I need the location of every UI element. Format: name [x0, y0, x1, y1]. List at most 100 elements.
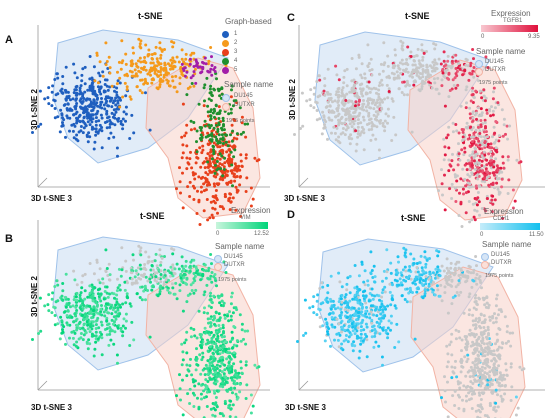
cell-point: [181, 378, 184, 382]
cell-point: [138, 56, 142, 60]
cell-point: [217, 318, 221, 322]
cell-point: [100, 129, 104, 133]
cell-point: [478, 404, 482, 408]
cell-point: [189, 357, 192, 361]
cell-point: [354, 100, 358, 104]
cell-point: [447, 95, 451, 99]
cell-point: [468, 292, 472, 296]
cell-point: [374, 340, 378, 344]
cell-point: [137, 37, 141, 41]
cell-point: [82, 116, 86, 120]
cell-point: [116, 286, 120, 290]
cell-point: [465, 121, 469, 125]
cell-point: [87, 304, 91, 308]
cell-point: [245, 176, 249, 180]
cell-point: [106, 67, 110, 70]
cell-point: [457, 382, 460, 386]
cell-point: [472, 66, 476, 69]
cell-point: [206, 359, 210, 363]
cell-point: [135, 85, 139, 89]
cell-point: [173, 60, 177, 64]
cell-point: [478, 213, 481, 217]
cell-point: [456, 283, 460, 287]
cell-point: [474, 147, 477, 151]
cell-point: [178, 180, 182, 184]
cell-point: [101, 70, 105, 74]
cell-point: [343, 121, 347, 125]
cell-point: [232, 325, 236, 328]
cell-point: [209, 46, 213, 49]
cell-point: [495, 293, 499, 297]
cell-point: [100, 304, 103, 307]
cell-point: [204, 386, 208, 390]
cell-point: [116, 70, 119, 74]
cell-point: [400, 44, 404, 48]
cell-point: [229, 386, 233, 390]
cell-point: [147, 53, 151, 56]
cell-point: [218, 301, 222, 305]
cell-point: [209, 317, 212, 321]
cell-point: [324, 317, 328, 321]
cell-point: [394, 273, 398, 276]
cell-point: [447, 146, 451, 150]
cell-point: [192, 291, 196, 295]
cell-point: [213, 66, 217, 69]
cell-point: [206, 367, 210, 371]
cell-point: [432, 42, 436, 46]
cell-point: [211, 372, 215, 376]
cell-point: [419, 254, 423, 258]
cell-point: [473, 347, 477, 351]
cell-point: [212, 160, 215, 164]
cell-point: [209, 91, 213, 94]
cell-point: [89, 324, 93, 328]
cell-point: [471, 202, 475, 206]
cell-point: [210, 213, 214, 217]
cell-point: [85, 320, 89, 324]
cell-point: [222, 260, 226, 264]
sample-swatch-d-dutxr: [481, 261, 489, 269]
cell-point: [343, 102, 347, 105]
cell-point: [87, 131, 91, 135]
cell-point: [491, 202, 495, 206]
cell-point: [362, 108, 366, 112]
cell-point: [490, 390, 494, 394]
cell-point: [139, 246, 143, 250]
cell-point: [487, 374, 491, 378]
cell-point: [129, 64, 133, 67]
cell-point: [244, 135, 248, 139]
cell-point: [53, 314, 57, 317]
cell-point: [231, 184, 234, 188]
cell-point: [477, 354, 480, 358]
cell-point: [466, 357, 470, 361]
cell-point: [458, 276, 462, 280]
cell-point: [239, 366, 243, 370]
cell-point: [197, 102, 201, 106]
cell-point: [433, 81, 437, 85]
cell-point: [458, 336, 462, 340]
cell-point: [93, 140, 97, 144]
cell-point: [79, 129, 83, 133]
cell-point: [240, 115, 244, 119]
cell-point: [190, 289, 194, 292]
cell-point: [222, 374, 226, 378]
cell-point: [447, 278, 451, 281]
cell-point: [86, 327, 90, 331]
cell-point: [63, 310, 67, 314]
cell-point: [159, 260, 163, 264]
cell-point: [39, 122, 43, 126]
cell-point: [475, 282, 479, 286]
cell-point: [175, 187, 178, 191]
cell-point: [223, 156, 227, 160]
cell-point: [355, 142, 359, 146]
cell-point: [231, 403, 235, 407]
cell-point: [501, 216, 505, 220]
cell-point: [472, 96, 476, 100]
cell-point: [113, 320, 116, 324]
cell-point: [203, 326, 207, 330]
cell-point: [383, 290, 387, 294]
cell-point: [86, 120, 90, 124]
cell-point: [207, 330, 211, 334]
cell-point: [339, 117, 343, 121]
cell-point: [180, 156, 184, 160]
cell-point: [179, 69, 183, 73]
